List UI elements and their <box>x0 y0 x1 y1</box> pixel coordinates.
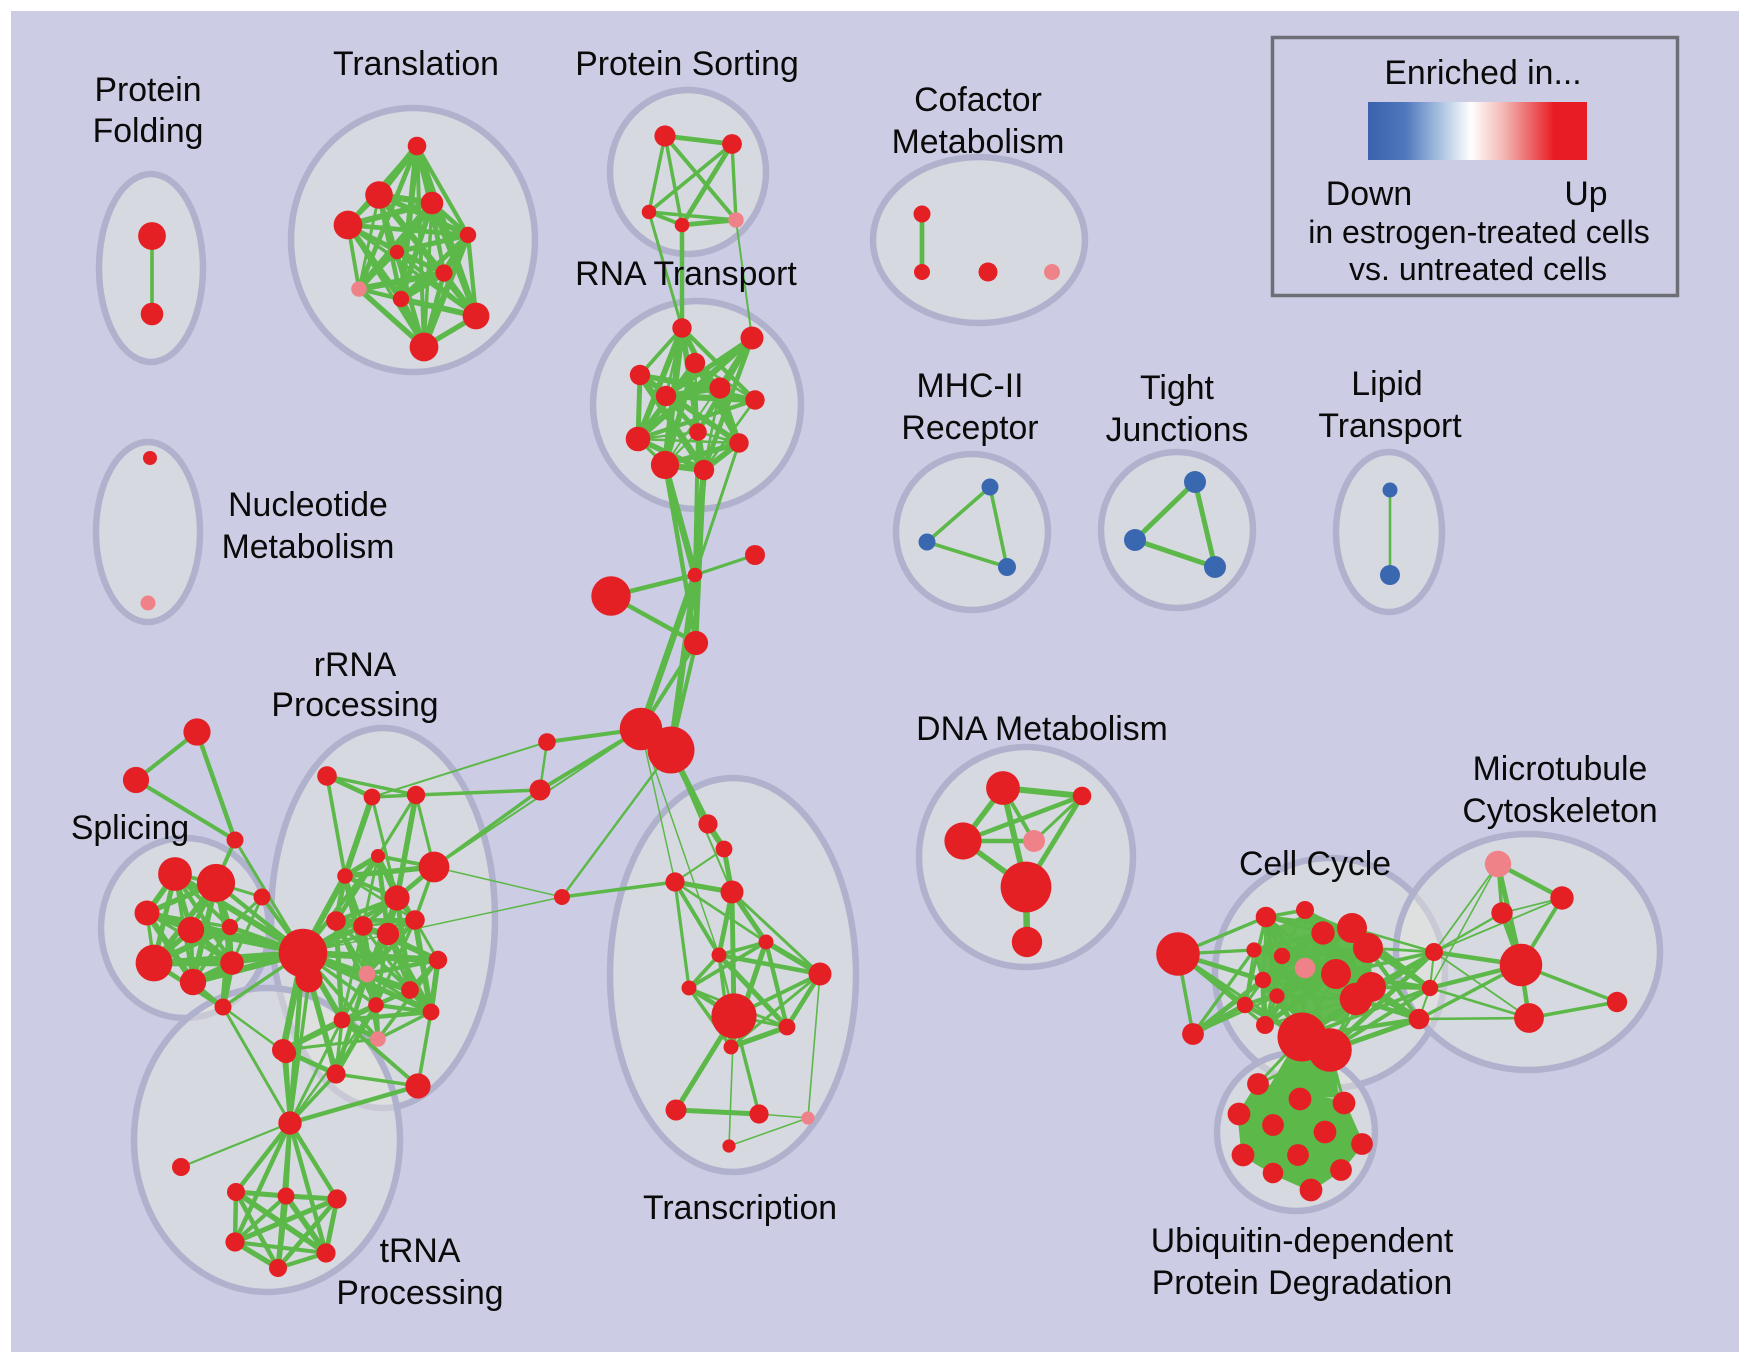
svg-text:Translation: Translation <box>333 45 499 83</box>
svg-text:Protein Degradation: Protein Degradation <box>1152 1264 1453 1302</box>
svg-text:Tight: Tight <box>1140 369 1214 407</box>
svg-text:Down: Down <box>1326 175 1412 213</box>
svg-text:Processing: Processing <box>271 686 438 724</box>
svg-text:in estrogen-treated cells: in estrogen-treated cells <box>1308 214 1650 250</box>
svg-text:Nucleotide: Nucleotide <box>228 486 388 524</box>
svg-text:vs. untreated cells: vs. untreated cells <box>1349 251 1607 287</box>
svg-text:Cell Cycle: Cell Cycle <box>1239 845 1391 883</box>
svg-text:Enriched in...: Enriched in... <box>1384 54 1581 92</box>
svg-text:Transport: Transport <box>1318 407 1462 445</box>
svg-text:tRNA: tRNA <box>380 1232 461 1270</box>
svg-text:Microtubule: Microtubule <box>1473 750 1648 788</box>
svg-text:DNA Metabolism: DNA Metabolism <box>916 710 1168 748</box>
svg-text:Cofactor: Cofactor <box>914 81 1042 119</box>
svg-text:Metabolism: Metabolism <box>222 528 395 566</box>
svg-text:Receptor: Receptor <box>901 409 1038 447</box>
svg-text:Protein Sorting: Protein Sorting <box>575 45 799 83</box>
svg-text:Ubiquitin-dependent: Ubiquitin-dependent <box>1151 1222 1454 1260</box>
svg-text:MHC-II: MHC-II <box>916 367 1023 405</box>
svg-text:Protein: Protein <box>94 71 201 109</box>
svg-text:Metabolism: Metabolism <box>892 123 1065 161</box>
svg-text:rRNA: rRNA <box>314 646 397 684</box>
svg-text:Cytoskeleton: Cytoskeleton <box>1462 792 1657 830</box>
svg-text:Folding: Folding <box>93 112 204 150</box>
svg-text:Transcription: Transcription <box>643 1189 837 1227</box>
svg-text:Splicing: Splicing <box>71 809 189 847</box>
svg-text:Processing: Processing <box>336 1274 503 1312</box>
svg-text:Up: Up <box>1564 175 1607 213</box>
svg-text:RNA Transport: RNA Transport <box>575 255 797 293</box>
svg-text:Lipid: Lipid <box>1351 365 1422 403</box>
svg-text:Junctions: Junctions <box>1106 411 1249 449</box>
